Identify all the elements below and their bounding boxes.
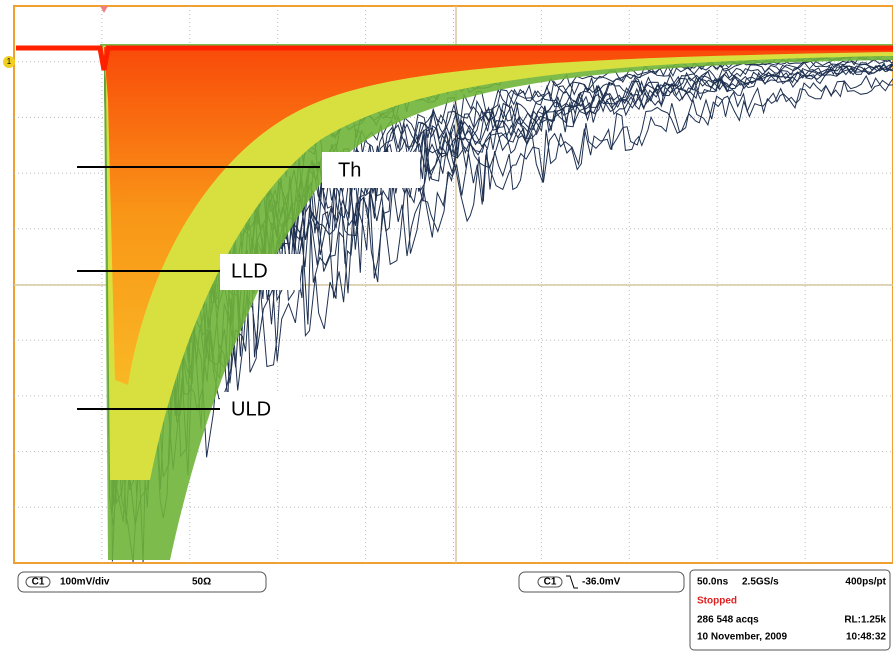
timebase: 50.0ns xyxy=(697,577,729,588)
channel-marker-label: 1 xyxy=(7,57,12,66)
uld-label: ULD xyxy=(231,398,271,420)
time: 10:48:32 xyxy=(846,632,886,643)
channel-impedance: 50Ω xyxy=(192,577,211,588)
trigger-channel: C1 xyxy=(544,577,557,588)
label-box xyxy=(322,152,420,188)
threshold-label: Th xyxy=(338,159,361,181)
lld-label: LLD xyxy=(231,260,268,282)
oscilloscope-screen: 1 Th LLD ULD C1 100mV/div 50Ω C1 -36.0mV… xyxy=(0,0,893,653)
channel-name: C1 xyxy=(32,577,45,588)
acquisitions: 286 548 acqs xyxy=(697,615,759,626)
acquisition-state: Stopped xyxy=(697,596,737,607)
channel-box xyxy=(18,572,266,592)
sample-rate: 2.5GS/s xyxy=(742,577,779,588)
resolution: 400ps/pt xyxy=(845,577,886,588)
record-length: RL:1.25k xyxy=(844,615,886,626)
date: 10 November, 2009 xyxy=(697,632,787,643)
trigger-level: -36.0mV xyxy=(582,577,621,588)
channel-scale: 100mV/div xyxy=(60,577,110,588)
